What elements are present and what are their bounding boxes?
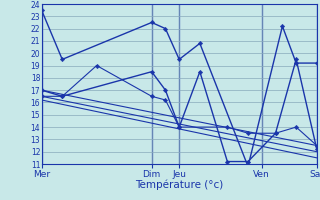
X-axis label: Température (°c): Température (°c) [135, 180, 223, 190]
